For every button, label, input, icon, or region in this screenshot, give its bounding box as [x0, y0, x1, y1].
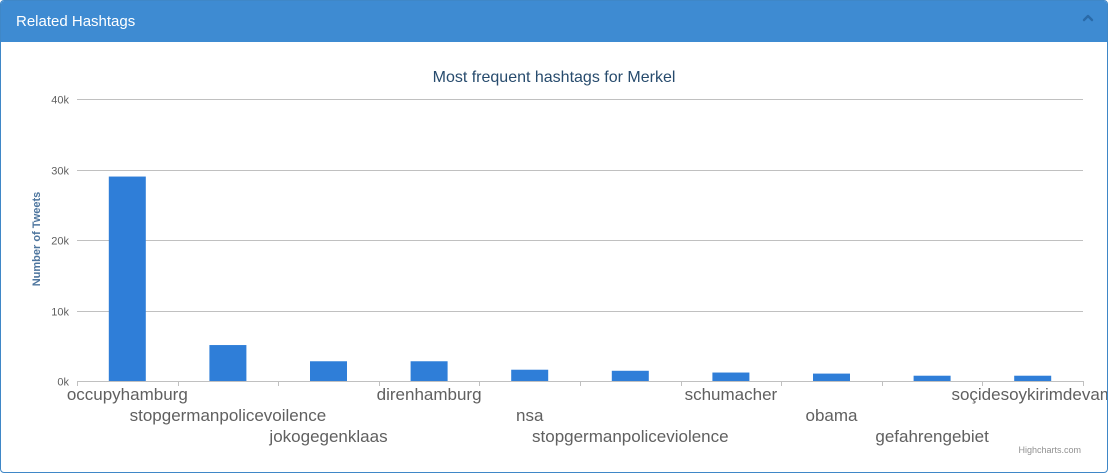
y-tick-label: 40k — [51, 95, 69, 107]
x-tick-label: direnhamburg — [377, 385, 482, 404]
x-tick-label: soçidesoykirimdevam — [951, 385, 1107, 404]
x-tick-label: obama — [806, 406, 859, 425]
bar-obama[interactable] — [813, 373, 850, 381]
chart-area: Most frequent hashtags for Merkel Number… — [1, 42, 1107, 472]
x-tick-label: gefahrengebiet — [875, 427, 989, 446]
y-tick-label: 30k — [51, 166, 69, 178]
bar-gefahrengebiet[interactable] — [913, 375, 951, 381]
x-tick-label: nsa — [516, 406, 544, 425]
x-tick-label: jokogegenklaas — [268, 427, 387, 446]
x-tick-label: stopgermanpoliceviolence — [532, 427, 729, 446]
chart-title: Most frequent hashtags for Merkel — [433, 69, 676, 86]
bar-stopgermanpoliceviolence[interactable] — [611, 370, 649, 381]
bar-schumacher[interactable] — [712, 372, 750, 381]
x-tick-label: occupyhamburg — [67, 385, 188, 404]
bar-occupyhamburg[interactable] — [108, 176, 146, 381]
panel-title: Related Hashtags — [16, 13, 136, 30]
bar-jokogegenklaas[interactable] — [310, 361, 347, 381]
y-tick-label: 20k — [51, 236, 69, 248]
y-axis-title: Number of Tweets — [31, 192, 43, 287]
x-tick-label: stopgermanpolicevoilence — [130, 406, 327, 425]
credits-text[interactable]: Highcharts.com — [1018, 445, 1081, 455]
bar-soçidesoykirimdevam[interactable] — [1014, 375, 1052, 381]
y-tick-label: 10k — [51, 307, 69, 319]
bar-nsa[interactable] — [511, 369, 549, 381]
chevron-up-icon[interactable] — [1081, 11, 1095, 25]
bar-stopgermanpolicevoilence[interactable] — [209, 345, 247, 381]
panel-header: Related Hashtags — [1, 1, 1107, 42]
y-tick-label: 0k — [57, 377, 69, 389]
x-tick-label: schumacher — [685, 385, 778, 404]
bar-chart: Most frequent hashtags for Merkel Number… — [31, 69, 1107, 455]
bar-direnhamburg[interactable] — [410, 361, 448, 381]
